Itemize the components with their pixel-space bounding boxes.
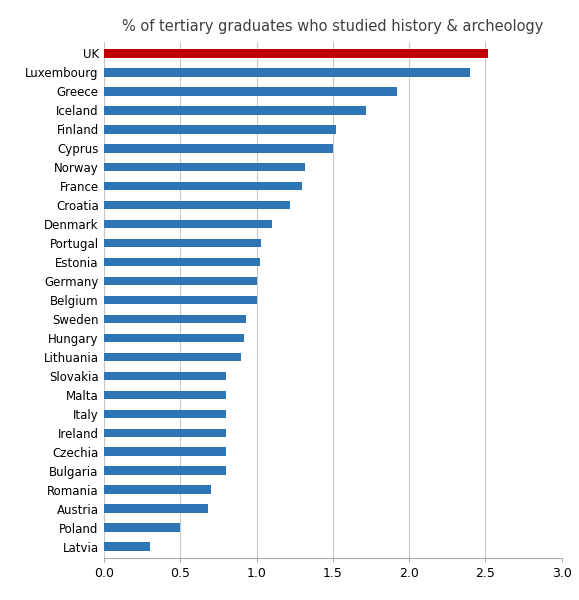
- Bar: [104, 428, 226, 437]
- Bar: [104, 448, 226, 456]
- Bar: [104, 239, 261, 247]
- Bar: [104, 485, 211, 494]
- Bar: [104, 258, 260, 266]
- Bar: [104, 391, 226, 399]
- Bar: [104, 277, 256, 285]
- Bar: [104, 296, 256, 304]
- Bar: [104, 49, 489, 58]
- Bar: [104, 220, 272, 229]
- Bar: [104, 182, 302, 190]
- Bar: [104, 542, 150, 551]
- Bar: [104, 334, 244, 342]
- Bar: [104, 163, 306, 172]
- Bar: [104, 523, 181, 532]
- Bar: [104, 68, 470, 77]
- Bar: [104, 315, 246, 323]
- Bar: [104, 125, 336, 134]
- Bar: [104, 201, 290, 209]
- Bar: [104, 410, 226, 418]
- Bar: [104, 106, 367, 115]
- Bar: [104, 353, 241, 361]
- Bar: [104, 466, 226, 475]
- Bar: [104, 144, 333, 152]
- Bar: [104, 87, 397, 95]
- Bar: [104, 371, 226, 380]
- Bar: [104, 505, 208, 513]
- Title: % of tertiary graduates who studied history & archeology: % of tertiary graduates who studied hist…: [122, 19, 544, 34]
